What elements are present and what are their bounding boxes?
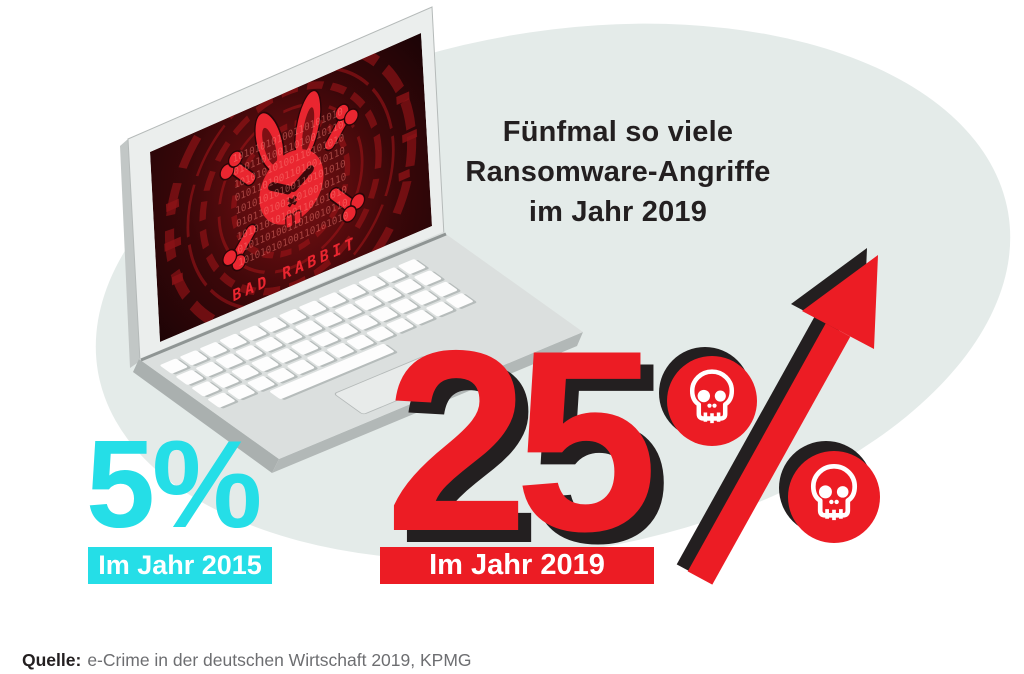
- laptop-illustration: 10101010100110101010 0101101001101001011…: [120, 6, 583, 473]
- percent-skull-circle-bottom: [779, 441, 880, 543]
- bad-rabbit-skull: [216, 89, 369, 274]
- source-prefix: Quelle:: [22, 650, 82, 670]
- stat-2019-value: 25: [385, 296, 658, 585]
- source-text: e-Crime in der deutschen Wirtschaft 2019…: [87, 650, 472, 670]
- headline-line1: Fünfmal so viele: [502, 116, 734, 148]
- laptop-base-front-side: [272, 332, 583, 473]
- laptop-base-left-side: [133, 359, 279, 473]
- stat-2019-label-bar: Im Jahr 2019: [380, 547, 654, 584]
- spacebar-key: [270, 344, 394, 399]
- source-line: Quelle: e-Crime in der deutschen Wirtscha…: [22, 650, 472, 671]
- laptop-hinge: [140, 232, 447, 362]
- headline-line3: im Jahr 2019: [528, 196, 708, 228]
- laptop-lid-edge: [120, 139, 140, 368]
- laptop-screen: 10101010100110101010 0101101001101001011…: [150, 33, 432, 342]
- stat-2015-label: Im Jahr 2015: [98, 550, 262, 580]
- stat-2019-value-shadow: 25: [398, 308, 671, 597]
- trackpad: [334, 356, 453, 415]
- headline-line2: Ransomware-Angriffe: [465, 156, 771, 188]
- stat-2015-label-bar: Im Jahr 2015: [88, 547, 272, 584]
- stat-2019-label: Im Jahr 2019: [429, 549, 605, 581]
- headline: Fünfmal so viele Ransomware-Angriffe im …: [426, 112, 810, 232]
- stat-2015-value: 5%: [86, 416, 262, 554]
- up-trend-arrow: [676, 248, 878, 585]
- circuit-ticks: [164, 91, 418, 286]
- percent-skull-circle-top: [659, 347, 757, 446]
- keyboard-keys: [160, 259, 477, 409]
